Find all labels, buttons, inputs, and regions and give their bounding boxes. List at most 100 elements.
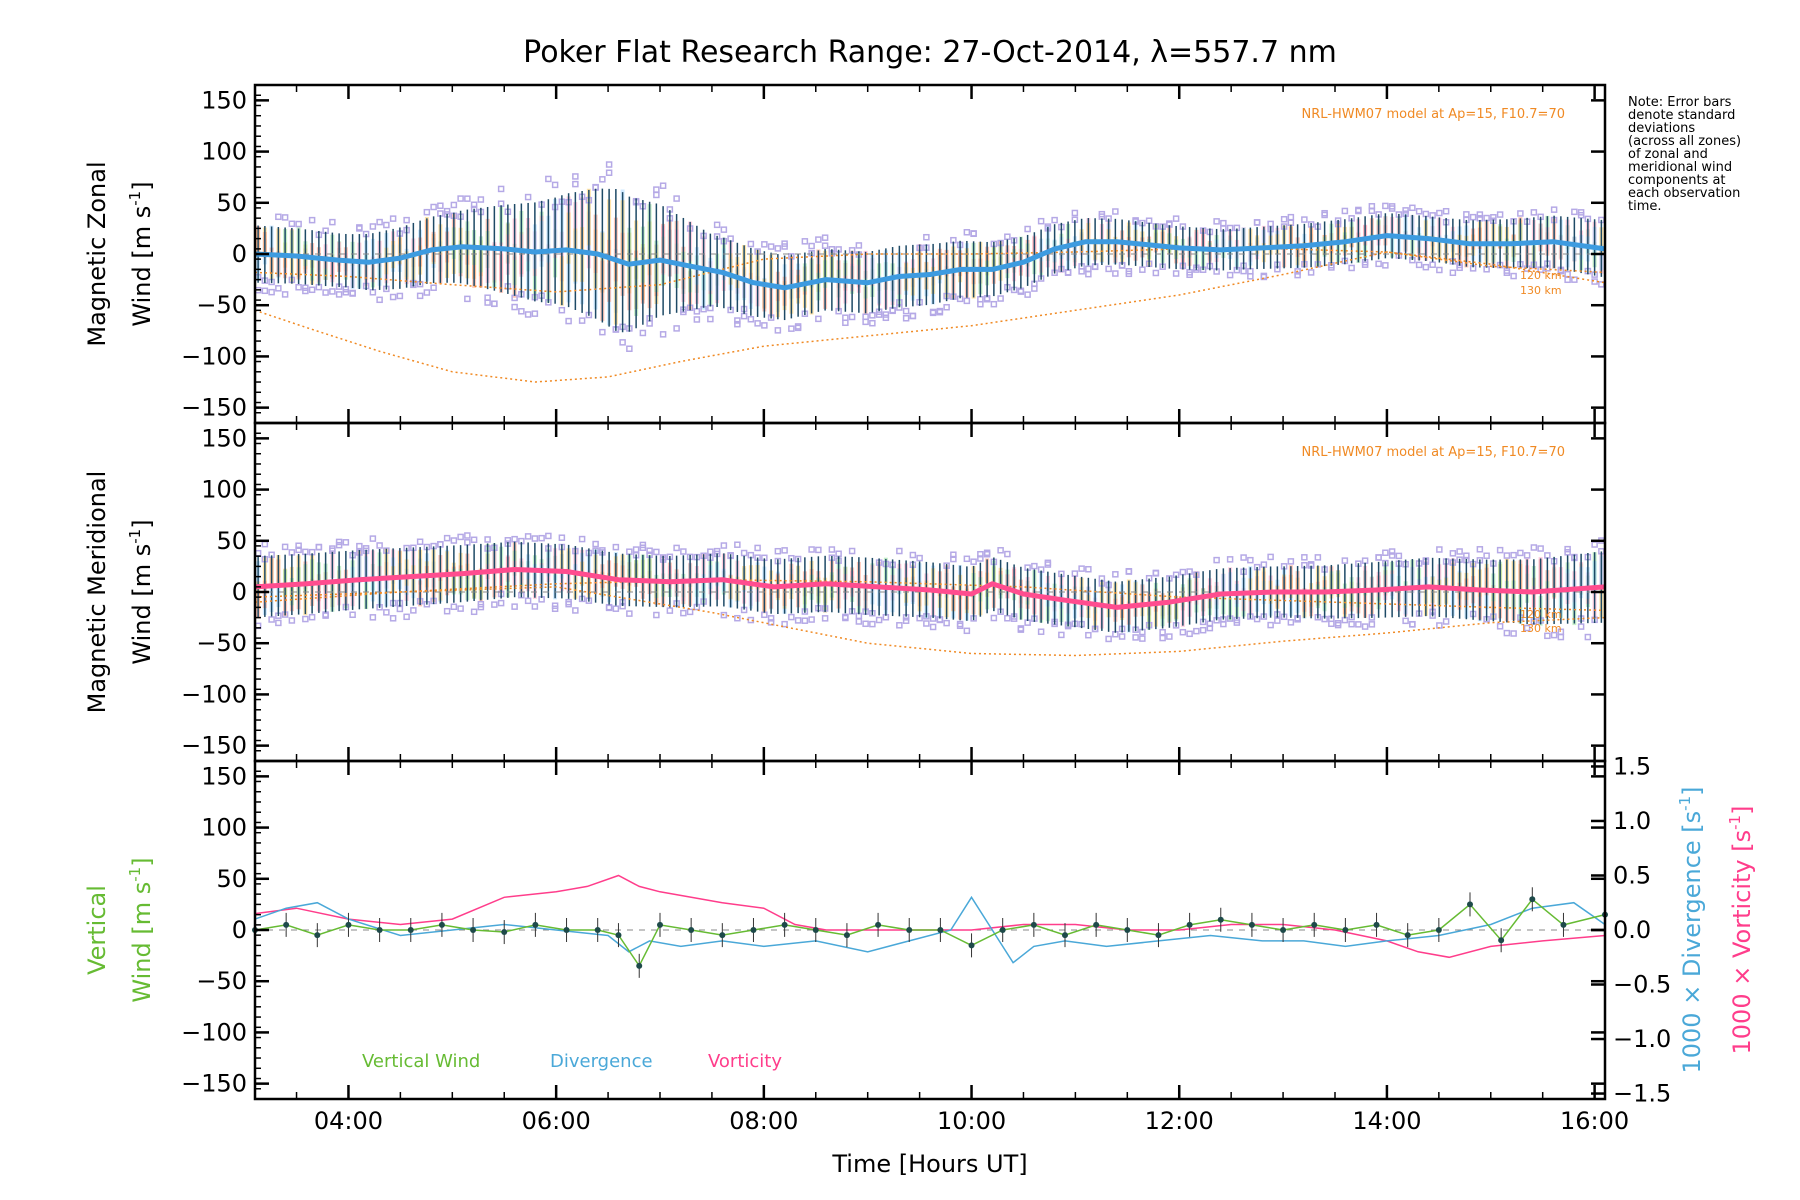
zone-sample-point	[1253, 219, 1261, 226]
zone-sample-point	[1415, 261, 1423, 269]
zone-sample-point	[1260, 273, 1268, 281]
zone-sample-point	[1436, 266, 1443, 274]
zone-sample-point	[1314, 554, 1322, 561]
zone-sample-point	[281, 543, 289, 551]
x-tick-label: 06:00	[522, 1107, 591, 1135]
zone-sample-point	[1125, 568, 1133, 575]
zone-sample-point	[572, 180, 579, 188]
zone-sample-point	[659, 331, 667, 338]
zone-sample-point	[288, 220, 296, 228]
zone-sample-point	[545, 175, 552, 183]
zone-sample-point	[1247, 267, 1254, 275]
zone-sample-point	[349, 290, 356, 297]
zone-sample-point	[970, 230, 977, 237]
zone-sample-point	[443, 207, 451, 215]
zone-sample-point	[997, 295, 1004, 302]
zone-sample-point	[1172, 270, 1180, 277]
zone-sample-point	[909, 551, 917, 559]
zone-sample-point	[1267, 621, 1274, 629]
zone-sample-point	[1409, 204, 1416, 212]
zone-sample-point	[808, 242, 815, 250]
zone-sample-point	[1064, 268, 1072, 276]
zone-sample-point	[1152, 570, 1160, 577]
zone-sample-point	[1422, 210, 1430, 218]
zone-sample-point	[1260, 561, 1268, 568]
zone-sample-point	[1449, 550, 1457, 557]
meridional-mean-wind-line	[254, 567, 1606, 610]
zone-sample-point	[1348, 620, 1355, 628]
zone-sample-point	[855, 618, 863, 625]
zone-sample-point	[1220, 620, 1227, 628]
zonal-series	[254, 233, 1606, 291]
zone-sample-point	[1247, 556, 1254, 564]
zone-sample-point	[1213, 556, 1220, 564]
zone-sample-point	[578, 317, 586, 324]
zone-sample-point	[1544, 552, 1551, 559]
zone-sample-point	[1510, 272, 1517, 280]
x-tick-label: 04:00	[314, 1107, 383, 1135]
zone-sample-point	[767, 619, 775, 626]
zone-sample-point	[659, 182, 667, 189]
zone-sample-point	[646, 547, 653, 554]
zone-sample-point	[653, 191, 660, 199]
zone-sample-point	[464, 295, 471, 303]
zone-sample-point	[1537, 545, 1544, 552]
vertical-y-units-close: ]	[128, 857, 156, 866]
y-tick-label: 0	[232, 578, 247, 606]
zone-sample-point	[794, 617, 802, 624]
vertical-wind-point	[1030, 921, 1037, 928]
zone-sample-point	[1139, 635, 1146, 642]
zone-sample-point	[1503, 269, 1511, 276]
vorticity-axis-text: 1000 × Vorticity	[1728, 859, 1756, 1054]
zone-sample-point	[531, 603, 539, 610]
meridional-model-label: NRL-HWM07 model at Ap=15, F10.7=70	[1302, 445, 1566, 460]
zone-sample-point	[1118, 633, 1126, 640]
vertical-wind-point	[875, 921, 882, 928]
vertical-wind-point	[283, 921, 290, 928]
zone-sample-point	[1186, 271, 1193, 279]
y-tick-label: −50	[196, 629, 247, 657]
zone-sample-point	[767, 615, 775, 622]
zone-sample-point	[342, 539, 350, 546]
zone-sample-point	[815, 546, 822, 554]
zone-sample-point	[788, 325, 795, 332]
zone-sample-point	[1199, 626, 1207, 634]
y-tick-label: 100	[201, 138, 247, 166]
meridional-wind-panel: −150 −100 −50 0 50 100 150 NRL-HWM07 model at …	[83, 421, 1607, 763]
zone-sample-point	[511, 535, 518, 543]
zone-sample-point	[295, 546, 302, 554]
zone-sample-point	[761, 611, 768, 619]
zone-sample-point	[1517, 210, 1524, 217]
zone-sample-point	[1523, 624, 1531, 632]
zone-sample-point	[1591, 541, 1598, 548]
zone-sample-point	[349, 611, 356, 619]
zone-sample-point	[524, 533, 532, 540]
zone-sample-point	[302, 284, 309, 292]
zone-sample-point	[524, 311, 532, 318]
zone-sample-point	[1517, 549, 1524, 557]
series-vorticity	[254, 874, 1606, 959]
y-tick-label: −50	[196, 291, 247, 319]
vertical-y-label-2: Wind [m s-1]	[126, 857, 156, 1002]
note-line: (across all zones)	[1628, 134, 1742, 149]
zone-sample-point	[511, 303, 518, 311]
zone-sample-point	[450, 201, 458, 209]
zone-sample-point	[1206, 620, 1214, 628]
zone-sample-point	[740, 549, 748, 557]
zone-sample-point	[416, 538, 424, 546]
vertical-wind-point	[1498, 937, 1505, 944]
vertical-y-ticks: −150 −100 −50 0 50 100 150	[181, 760, 1605, 1100]
zone-sample-point	[497, 185, 505, 193]
zone-sample-point	[376, 218, 383, 226]
zone-sample-point	[1267, 553, 1274, 561]
vorticity-axis-label: 1000 × Vorticity [s-1]	[1726, 806, 1756, 1055]
y-tick-label: −100	[181, 680, 247, 708]
y-tick-label: −150	[181, 1070, 247, 1098]
meridional-model-130-label: 130 km	[1520, 622, 1562, 635]
zone-sample-point	[1085, 270, 1092, 278]
zone-sample-point	[538, 534, 545, 542]
zone-sample-point	[1132, 634, 1139, 641]
zone-sample-point	[430, 284, 437, 291]
vertical-wind-point	[812, 927, 819, 933]
zone-sample-point	[1004, 615, 1011, 622]
